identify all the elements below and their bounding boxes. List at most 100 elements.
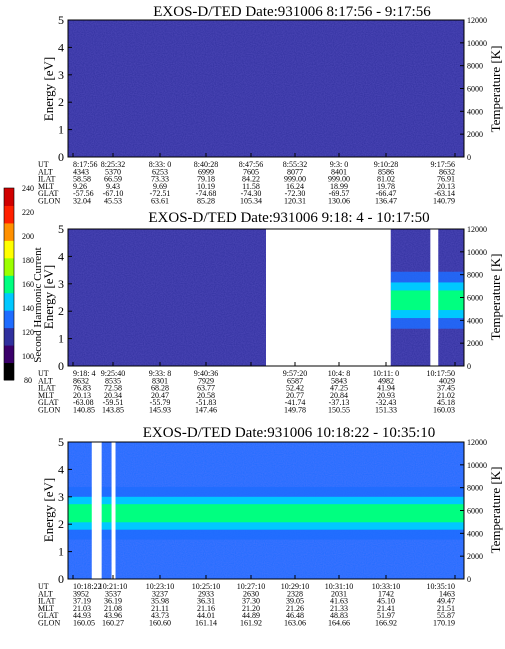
table-cell: 20.77 (286, 391, 304, 400)
y-tick-label: 0 (58, 150, 64, 164)
panel-2-y2label: Temperature [K] (488, 254, 503, 341)
table-cell: 63.61 (151, 197, 169, 206)
table-cell: 21.26 (286, 604, 304, 613)
table-cell: 164.66 (328, 619, 350, 628)
table-cell: 41.63 (330, 597, 348, 606)
table-cell: 10:23:10 (146, 582, 174, 591)
table-cell: -59.51 (103, 398, 124, 407)
y2-tick-label: 4000 (467, 529, 483, 538)
table-cell: -74.68 (196, 189, 217, 198)
table-cell: 9:57:20 (283, 369, 307, 378)
y2-tick-label: 12000 (467, 16, 487, 25)
colorbar-tick-label: 160 (22, 280, 34, 289)
table-cell: 43.73 (151, 611, 169, 620)
row-label: UT (38, 582, 49, 591)
y2-tick-label: 4000 (467, 316, 483, 325)
table-cell: 147.46 (195, 406, 217, 415)
row-label: GLAT (38, 189, 59, 198)
table-cell: 44.93 (73, 611, 91, 620)
colorbar-tick-label: 120 (22, 328, 34, 337)
table-cell: 52.42 (286, 384, 304, 393)
table-cell: -37.13 (329, 398, 350, 407)
table-cell: 130.06 (328, 197, 350, 206)
y2-tick-label: 10000 (467, 39, 487, 48)
y2-tick-label: 4000 (467, 107, 483, 116)
table-cell: 143.85 (102, 406, 124, 415)
table-cell: 51.97 (377, 611, 395, 620)
panel-3-y2-ticks: 0 2000 4000 6000 8000 10000 12000 (460, 438, 487, 584)
table-cell: 20.34 (104, 391, 122, 400)
panel-1-title: EXOS-D/TED Date:931006 8:17:56 - 9:17:56 (153, 4, 431, 20)
table-cell: 999.00 (328, 175, 350, 184)
table-cell: 1463 (439, 589, 455, 598)
table-cell: 63.77 (197, 384, 215, 393)
y-tick-label: 1 (58, 545, 64, 559)
colorbar-tick-label: 140 (22, 304, 34, 313)
table-cell: 9.26 (73, 182, 87, 191)
colorbar-cell (4, 345, 14, 364)
y-tick-label: 5 (58, 13, 64, 27)
colorbar-cell (4, 275, 14, 294)
colorbar-tick-label: 180 (22, 256, 34, 265)
colorbar: 80 100 120 140 160 180 200 220 240 Second Harmon… (3, 184, 44, 385)
table-cell: 3237 (152, 589, 168, 598)
table-cell: 45.10 (377, 597, 395, 606)
table-cell: 8301 (152, 376, 168, 385)
panel-1-noise-texture (68, 20, 464, 157)
table-cell: 10:35:10 (427, 582, 455, 591)
panel-3-title: EXOS-D/TED Date:931006 10:18:22 - 10:35:… (143, 425, 435, 441)
table-cell: -41.74 (285, 398, 306, 407)
table-cell: 32.04 (73, 197, 91, 206)
table-cell: 10:29:10 (281, 582, 309, 591)
y-tick-label: 5 (58, 435, 64, 449)
table-cell: -74.30 (241, 189, 262, 198)
table-cell: 10:21:10 (99, 582, 127, 591)
y-tick-label: 2 (58, 95, 64, 109)
y2-tick-label: 6000 (467, 85, 483, 94)
y-tick-label: 2 (58, 304, 64, 318)
y2-tick-label: 12000 (467, 438, 487, 447)
table-cell: 149.78 (284, 406, 306, 415)
table-cell: 170.19 (433, 619, 455, 628)
table-cell: 18.99 (330, 182, 348, 191)
y-tick-label: 3 (58, 68, 64, 82)
panel-3: EXOS-D/TED Date:931006 10:18:22 - 10:35:… (38, 425, 503, 628)
table-cell: 160.03 (433, 406, 455, 415)
table-cell: 6999 (198, 167, 214, 176)
table-cell: 21.41 (377, 604, 395, 613)
panel-2-band-core (390, 290, 464, 311)
colorbar-tick-label: 80 (24, 376, 32, 385)
table-cell: 10:4: 8 (328, 369, 350, 378)
y2-tick-label: 8000 (467, 484, 483, 493)
table-cell: 4029 (439, 376, 455, 385)
table-cell: 44.01 (197, 611, 215, 620)
panel-3-data-gap (111, 442, 116, 579)
table-cell: 46.48 (286, 611, 304, 620)
table-cell: 72.58 (104, 384, 122, 393)
table-cell: 16.24 (286, 182, 304, 191)
table-cell: 2630 (243, 589, 259, 598)
panel-1-y2-ticks: 0 2000 4000 6000 8000 10000 12000 (460, 16, 487, 162)
panel-3-y2label: Temperature [K] (488, 467, 503, 554)
panel-3-y-ticks: 0 1 2 3 4 5 (58, 435, 72, 586)
colorbar-cell (4, 188, 14, 206)
table-cell: -63.08 (73, 398, 94, 407)
table-cell: 35.98 (151, 597, 169, 606)
table-cell: 21.03 (73, 604, 91, 613)
table-cell: 37.45 (437, 384, 455, 393)
panel-2-data-gap (266, 229, 391, 366)
panel-2-ylabel: Energy [eV] (41, 265, 56, 329)
table-cell: 9:33: 8 (149, 369, 171, 378)
table-cell: -67.10 (103, 189, 124, 198)
table-cell: 9:40:36 (194, 369, 218, 378)
table-cell: 66.59 (104, 175, 122, 184)
y2-tick-label: 6000 (467, 294, 483, 303)
y2-tick-label: 8000 (467, 62, 483, 71)
table-cell: 3952 (73, 589, 89, 598)
table-cell: 55.87 (437, 611, 455, 620)
table-cell: 21.08 (104, 604, 122, 613)
table-cell: 1742 (378, 589, 394, 598)
colorbar-cell (4, 257, 14, 276)
table-cell: 161.14 (195, 619, 217, 628)
